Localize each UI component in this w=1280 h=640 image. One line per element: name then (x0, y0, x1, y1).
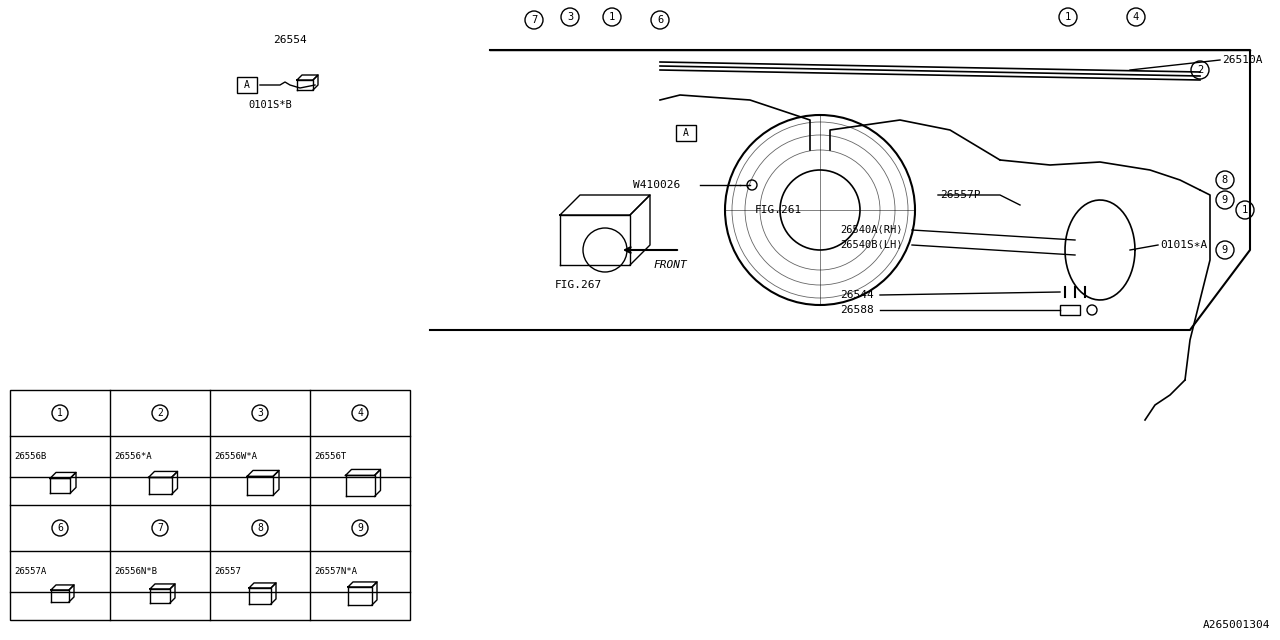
Text: 0101S*B: 0101S*B (248, 100, 292, 110)
Text: 1: 1 (58, 408, 63, 418)
Text: 26557N*A: 26557N*A (314, 567, 357, 576)
Text: 1: 1 (1242, 205, 1248, 215)
Text: 6: 6 (657, 15, 663, 25)
Text: 2: 2 (1197, 65, 1203, 75)
Text: 26556B: 26556B (14, 452, 46, 461)
Text: 4: 4 (357, 408, 364, 418)
Text: 26540B⟨LH⟩: 26540B⟨LH⟩ (840, 240, 902, 250)
Text: W410026: W410026 (632, 180, 680, 190)
Text: 9: 9 (357, 523, 364, 533)
Text: A: A (684, 128, 689, 138)
Text: 3: 3 (567, 12, 573, 22)
Text: 2: 2 (157, 408, 163, 418)
Text: 3: 3 (257, 408, 262, 418)
Text: 8: 8 (257, 523, 262, 533)
Text: 26554: 26554 (273, 35, 307, 45)
Text: 4: 4 (1133, 12, 1139, 22)
Text: 7: 7 (531, 15, 538, 25)
Text: 26540A⟨RH⟩: 26540A⟨RH⟩ (840, 225, 902, 235)
Text: 26588: 26588 (840, 305, 874, 315)
Text: 1: 1 (1065, 12, 1071, 22)
Text: 26557: 26557 (214, 567, 241, 576)
Text: 9: 9 (1222, 245, 1228, 255)
Text: FRONT: FRONT (653, 260, 687, 270)
Text: 26556*A: 26556*A (114, 452, 151, 461)
Text: 26544: 26544 (840, 290, 874, 300)
Bar (1060, 305, 1080, 315)
Text: 26556T: 26556T (314, 452, 347, 461)
Text: 7: 7 (157, 523, 163, 533)
Text: 8: 8 (1222, 175, 1228, 185)
Bar (10, 390, 410, 620)
Text: 26557P: 26557P (940, 190, 980, 200)
Text: 26510A: 26510A (1222, 55, 1262, 65)
Text: 9: 9 (1222, 195, 1228, 205)
Text: 6: 6 (58, 523, 63, 533)
Text: 0101S∗A: 0101S∗A (1160, 240, 1207, 250)
Text: FIG.261: FIG.261 (755, 205, 803, 215)
Text: 26556W*A: 26556W*A (214, 452, 257, 461)
Text: 1: 1 (609, 12, 616, 22)
Text: A: A (244, 80, 250, 90)
Text: 26556N*B: 26556N*B (114, 567, 157, 576)
Text: A265001304: A265001304 (1202, 620, 1270, 630)
Text: 26557A: 26557A (14, 567, 46, 576)
Text: FIG.267: FIG.267 (556, 280, 603, 290)
